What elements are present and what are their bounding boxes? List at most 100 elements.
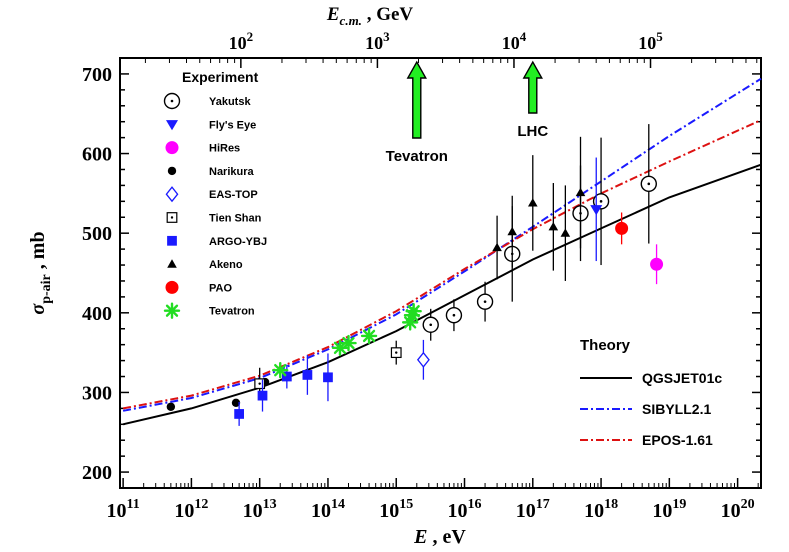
point-yakutsk (445, 307, 463, 324)
x-tick-label: 1013 (243, 497, 277, 522)
top-axis-label-unit: , GeV (362, 4, 413, 25)
x-tick-label: 1011 (107, 497, 140, 522)
point-tien-shan (254, 378, 266, 390)
point-tevatron (405, 303, 422, 320)
marker-center (483, 300, 487, 303)
legend-label-tevatron: Tevatron (209, 306, 255, 318)
x-tick-label: 1017 (516, 497, 550, 522)
point-hires (650, 257, 664, 271)
x-tick-label: 1016 (448, 497, 482, 522)
y-tick-label: 200 (82, 462, 112, 484)
legend-marker-argo-ybj (167, 235, 177, 246)
asterisk-stroke (274, 363, 287, 377)
asterisk-stroke (407, 305, 420, 318)
point-argo-ybj (281, 371, 292, 382)
arrow-label-lhc: LHC (517, 123, 548, 140)
theory-legend-label-qgsjet01c: QGSJET01c (642, 370, 722, 386)
marker-center (599, 200, 603, 203)
legend-label-hires: HiRes (209, 143, 240, 155)
experiment-legend: Experiment Yakutsk Fly's Eye HiRes Narikura E… (163, 69, 267, 319)
legend-title: Experiment (182, 69, 259, 85)
legend-label-tien-shan: Tien Shan (209, 213, 262, 225)
experiment-points (166, 124, 664, 426)
point-akeno (575, 187, 586, 197)
point-akeno (507, 226, 518, 236)
point-tevatron (360, 327, 378, 345)
legend-label-argo-ybj: ARGO-YBJ (209, 236, 267, 248)
top-tick-label: 102 (229, 29, 254, 53)
x-tick-label: 1019 (652, 497, 686, 522)
y-tick-label: 500 (82, 223, 112, 245)
top-tick-label: 104 (502, 29, 527, 53)
curve-epos-1-61 (122, 119, 762, 410)
point-tien-shan (390, 347, 402, 359)
theory-legend-label-sibyll2-1: SIBYLL2.1 (642, 401, 711, 417)
y-tick-label: 600 (82, 144, 112, 166)
point-akeno (560, 228, 571, 237)
top-axis-label-main: E (326, 4, 340, 25)
accelerator-arrows: Tevatron LHC (386, 60, 548, 165)
marker-center (258, 382, 261, 385)
arrow-lhc (522, 60, 543, 114)
legend-label-yakutsk: Yakutsk (209, 96, 251, 108)
point-eas-top (416, 351, 430, 368)
point-yakutsk (476, 293, 494, 310)
legend-marker-hires (165, 141, 179, 155)
asterisk-stroke (165, 304, 179, 317)
x-tick-label: 1012 (174, 497, 208, 522)
x-axis-label: E , eV (413, 526, 466, 548)
point-argo-ybj (302, 370, 313, 380)
y-axis-label-unit: , mb (27, 231, 49, 274)
legend-marker-eas-top (165, 186, 179, 203)
x-tick-label: 1014 (311, 497, 345, 522)
top-tick-label: 105 (638, 29, 663, 53)
y-tick-label: 400 (82, 303, 112, 325)
theory-legend-title: Theory (580, 337, 631, 354)
legend-marker-yakutsk (163, 92, 181, 110)
legend-marker-tien-shan (166, 212, 178, 223)
point-akeno (548, 222, 559, 231)
point-narikura (166, 402, 176, 411)
asterisk-stroke (342, 336, 355, 350)
legend-marker-tevatron (163, 302, 181, 319)
marker-center (647, 182, 651, 186)
point-argo-ybj (323, 372, 333, 383)
point-argo-ybj (257, 390, 268, 401)
x-tick-label: 1020 (721, 497, 755, 522)
y-axis-label: σp-air , mb (27, 231, 54, 314)
legend-label-narikura: Narikura (209, 166, 255, 178)
point-yakutsk (422, 316, 439, 333)
x-axis-label-unit: , eV (428, 526, 467, 548)
point-akeno (527, 198, 538, 207)
point-akeno (492, 242, 502, 252)
legend-label-eas-top: EAS-TOP (209, 189, 258, 201)
plot-frame (119, 57, 762, 489)
theory-legend: Theory QGSJET01c SIBYLL2.1 EPOS-1.61 (580, 337, 722, 448)
marker-center (395, 351, 398, 354)
point-fly-s-eye (590, 205, 603, 216)
top-tick-label: 103 (365, 29, 390, 53)
y-tick-label: 300 (82, 382, 112, 404)
ticks-layer: 200 300 400 500 600 700 1011 1012 1013 1014 1015 10… (82, 29, 761, 522)
legend-marker-narikura (167, 166, 177, 176)
point-yakutsk (592, 193, 610, 210)
point-pao (615, 221, 629, 235)
x-tick-label: 1018 (584, 497, 618, 522)
arrow-label-tevatron: Tevatron (386, 148, 448, 165)
arrow-tevatron (406, 60, 427, 139)
top-axis-label-sub: c.m. (340, 13, 362, 28)
asterisk-stroke (333, 341, 347, 355)
point-tevatron (272, 361, 289, 379)
marker-center (429, 323, 433, 327)
marker-center (170, 99, 174, 103)
legend-label-pao: PAO (209, 282, 232, 294)
point-tevatron (340, 334, 357, 352)
point-yakutsk (640, 175, 657, 193)
y-tick-label: 700 (82, 64, 112, 86)
y-axis-label-main: σ (27, 303, 49, 315)
x-tick-label: 1015 (379, 497, 413, 522)
marker-center (452, 313, 456, 317)
asterisk-stroke (362, 329, 376, 343)
marker-center (170, 216, 174, 219)
